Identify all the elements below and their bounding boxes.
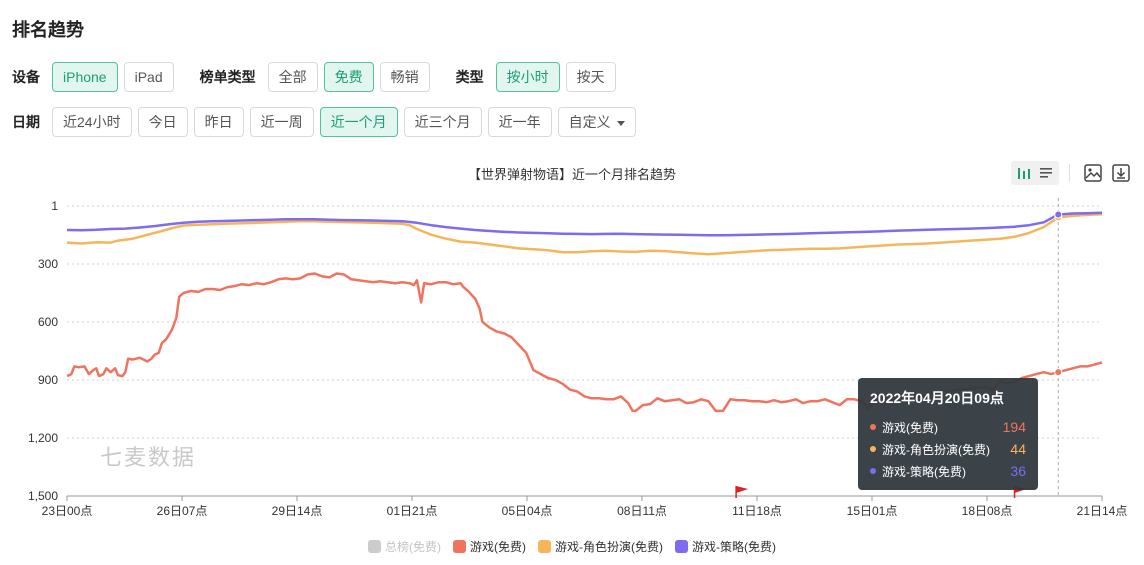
y-tick-label: 300 [38, 257, 58, 271]
legend-label: 游戏(免费) [470, 540, 526, 554]
list-type-filter: 榜单类型 全部 免费 畅销 [200, 62, 436, 92]
device-ipad-button[interactable]: iPad [123, 62, 174, 92]
list-type-free-button[interactable]: 免费 [323, 62, 374, 92]
view-toggle [1011, 161, 1059, 185]
chevron-down-icon [616, 120, 625, 126]
flag-cloth [736, 486, 749, 493]
tooltip-series-name: 游戏(免费) [882, 420, 938, 435]
series-dot [870, 424, 876, 430]
filter-row-1: 设备 iPhone iPad 榜单类型 全部 免费 畅销 类型 按小时 按天 [12, 62, 642, 92]
date-month-button[interactable]: 近一个月 [319, 107, 398, 137]
x-axis-ticks: 23日00点 26日07点 29日14点 01日21点 05日04点 08日11点 11日1… [42, 496, 1128, 518]
tooltip-row: 游戏(免费) 194 [870, 416, 1026, 438]
watermark: 七麦数据 [100, 446, 196, 471]
legend-swatch [538, 540, 551, 553]
image-icon[interactable] [1082, 162, 1104, 184]
y-tick-label: 1 [51, 199, 58, 213]
type-daily-button[interactable]: 按天 [565, 62, 616, 92]
date-label: 日期 [12, 114, 40, 130]
tooltip-series-name: 游戏-角色扮演(免费) [882, 442, 990, 457]
date-year-button[interactable]: 近一年 [487, 107, 552, 137]
device-iphone-button[interactable]: iPhone [52, 62, 118, 92]
tooltip-series-value: 44 [1010, 441, 1026, 457]
x-tick-label: 26日07点 [157, 504, 208, 518]
x-tick-label: 01日21点 [387, 504, 438, 518]
legend-label: 游戏-角色扮演(免费) [555, 540, 663, 554]
hover-dot [1054, 368, 1063, 377]
date-week-button[interactable]: 近一周 [249, 107, 314, 137]
toolbar-divider [1069, 164, 1070, 182]
tooltip-series-name: 游戏-策略(免费) [882, 464, 966, 479]
y-axis-ticks: 1 300 600 900 1,200 1,500 [28, 199, 58, 503]
list-type-grossing-button[interactable]: 畅销 [379, 62, 430, 92]
tooltip-series-value: 36 [1010, 463, 1026, 479]
y-tick-label: 600 [38, 315, 58, 329]
chart-title: 【世界弹射物语】近一个月排名趋势 [467, 167, 676, 182]
legend-label: 总榜(免费) [385, 540, 441, 554]
type-filter: 类型 按小时 按天 [456, 62, 622, 92]
legend-item-rpg-free[interactable]: 游戏-角色扮演(免费) [538, 538, 663, 555]
list-type-label: 榜单类型 [199, 69, 256, 85]
legend-swatch [675, 540, 688, 553]
date-3months-button[interactable]: 近三个月 [403, 107, 482, 137]
series-dot [870, 446, 876, 452]
device-label: 设备 [12, 69, 40, 85]
page-title: 排名趋势 [12, 20, 84, 40]
tooltip-row: 游戏-策略(免费) 36 [870, 460, 1026, 482]
type-label: 类型 [455, 69, 484, 85]
device-filter: 设备 iPhone iPad [12, 62, 180, 92]
chart-toolbar [1011, 161, 1132, 185]
x-tick-label: 21日14点 [1077, 504, 1128, 518]
legend-item-overall-free[interactable]: 总榜(免费) [368, 538, 441, 555]
list-type-all-button[interactable]: 全部 [267, 62, 318, 92]
hover-dot [1054, 210, 1063, 219]
type-hourly-button[interactable]: 按小时 [495, 62, 560, 92]
tooltip-series-value: 194 [1002, 419, 1026, 435]
flag-icon [735, 486, 749, 498]
download-icon[interactable] [1110, 162, 1132, 184]
series-line [66, 211, 1103, 237]
x-tick-label: 29日14点 [272, 504, 323, 518]
x-tick-label: 15日01点 [847, 504, 898, 518]
date-custom-label: 自定义 [568, 114, 611, 130]
rank-trend-chart[interactable]: 1 300 600 900 1,200 1,500 23日00点 26日07点 29日14点 0… [0, 190, 1144, 530]
date-24h-button[interactable]: 近24小时 [52, 107, 132, 137]
legend-label: 游戏-策略(免费) [692, 540, 776, 554]
date-yesterday-button[interactable]: 昨日 [193, 107, 244, 137]
x-tick-label: 18日08点 [962, 504, 1013, 518]
y-tick-label: 1,200 [28, 431, 58, 445]
hover-dots [1054, 210, 1063, 377]
list-icon[interactable] [1035, 162, 1057, 184]
x-tick-label: 11日18点 [732, 504, 782, 518]
tooltip-row: 游戏-角色扮演(免费) 44 [870, 438, 1026, 460]
x-tick-label: 05日04点 [502, 504, 553, 518]
legend-item-strategy-free[interactable]: 游戏-策略(免费) [675, 538, 776, 555]
date-today-button[interactable]: 今日 [137, 107, 188, 137]
chart-legend: 总榜(免费) 游戏(免费) 游戏-角色扮演(免费) 游戏-策略(免费) [0, 538, 1144, 555]
series-line [66, 213, 1103, 256]
legend-swatch [453, 540, 466, 553]
chart-grid [67, 205, 1102, 497]
filter-row-2: 日期 近24小时 今日 昨日 近一周 近一个月 近三个月 近一年 自定义 [12, 107, 642, 137]
bar-chart-icon[interactable] [1013, 162, 1035, 184]
date-custom-dropdown[interactable]: 自定义 [557, 107, 636, 137]
x-tick-label: 08日11点 [617, 504, 667, 518]
x-tick-label: 23日00点 [42, 504, 93, 518]
y-tick-label: 1,500 [28, 489, 58, 503]
series-dot [870, 468, 876, 474]
tooltip-title: 2022年04月20日09点 [870, 390, 1004, 406]
y-tick-label: 900 [38, 373, 58, 387]
legend-swatch [368, 540, 381, 553]
legend-item-games-free[interactable]: 游戏(免费) [453, 538, 526, 555]
chart-tooltip: 2022年04月20日09点 游戏(免费) 194 游戏-角色扮演(免费) 44… [858, 378, 1038, 490]
